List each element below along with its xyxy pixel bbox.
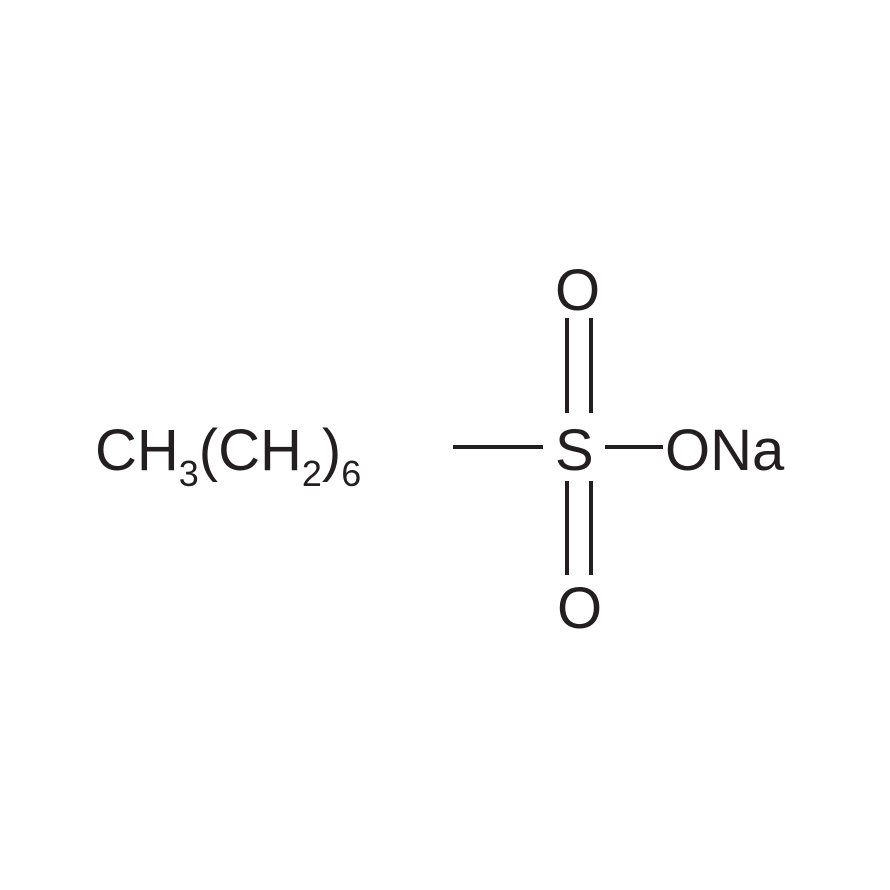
ch3-c: CH — [95, 418, 179, 483]
ch2-sub2: 6 — [341, 453, 361, 494]
oxygen-top-label: O — [555, 257, 600, 324]
sulfur-label: S — [555, 417, 594, 484]
ona-label: ONa — [665, 417, 784, 484]
ch3-sub: 3 — [179, 453, 199, 494]
oxygen-bottom-label: O — [557, 575, 602, 642]
chemical-structure-canvas: CH3(CH2)6 S O O ONa — [0, 0, 890, 890]
ch2-close: ) — [322, 418, 341, 483]
ch2-sub1: 2 — [302, 453, 322, 494]
chain-label: CH3(CH2)6 — [95, 417, 361, 492]
ch2-open: (CH — [199, 418, 302, 483]
